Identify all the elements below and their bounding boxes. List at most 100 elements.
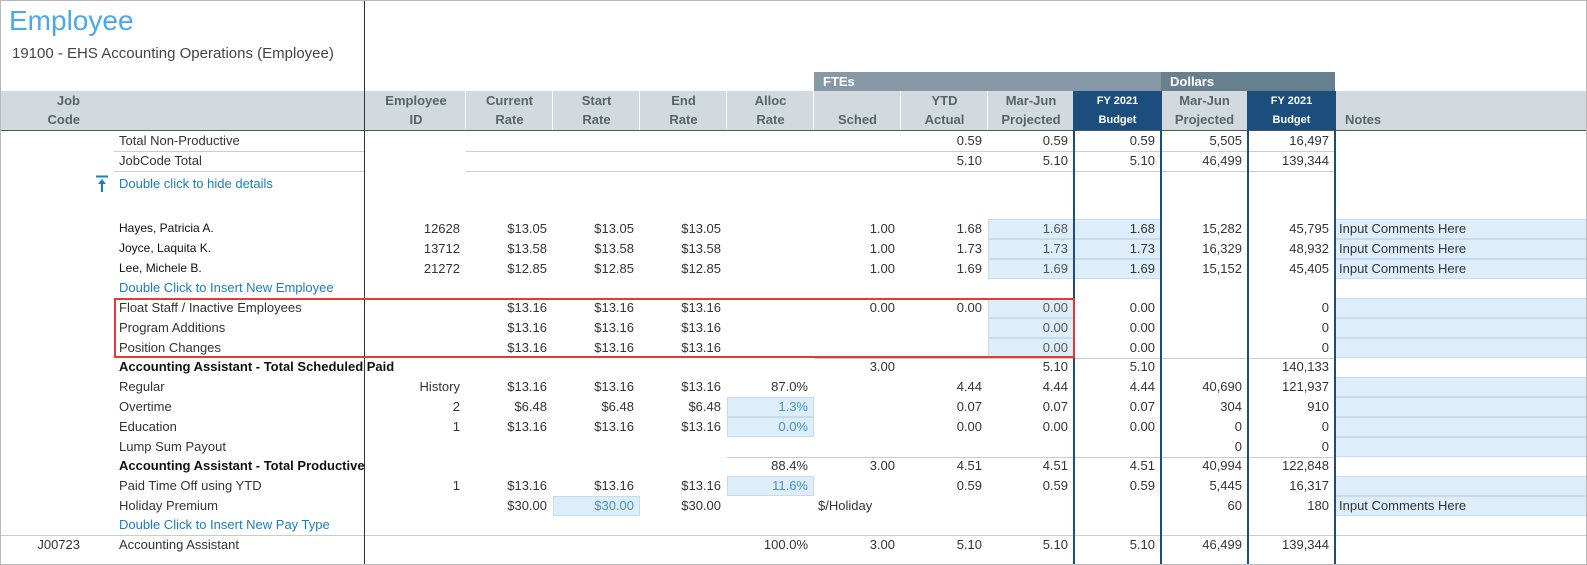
- note-cell[interactable]: Input Comments Here: [1339, 498, 1467, 513]
- data-cell: $30.00: [507, 498, 547, 513]
- data-cell: 0.00: [956, 419, 982, 434]
- data-cell: 0.59: [1042, 478, 1068, 493]
- data-cell: 4.51: [1129, 458, 1155, 473]
- note-cell[interactable]: Input Comments Here: [1339, 261, 1467, 276]
- data-cell: 0.59: [1129, 478, 1155, 493]
- data-cell: $13.16: [681, 379, 721, 394]
- data-cell: 4.44: [956, 379, 982, 394]
- input-cell[interactable]: [1335, 377, 1586, 397]
- group-band: [1161, 72, 1335, 91]
- data-cell: $13.05: [681, 221, 721, 236]
- data-cell: 45,405: [1289, 261, 1329, 276]
- data-cell: $13.16: [681, 340, 721, 355]
- page-title: Employee: [9, 5, 134, 36]
- data-cell: 0.00: [1129, 320, 1155, 335]
- data-cell: $13.16: [681, 320, 721, 335]
- input-cell[interactable]: [1335, 397, 1586, 417]
- data-cell: 1.73: [1129, 241, 1155, 256]
- data-cell: 5.10: [1042, 153, 1068, 168]
- data-cell: $13.16: [507, 320, 547, 335]
- data-cell: $13.58: [507, 241, 547, 256]
- data-cell: 5.10: [956, 153, 982, 168]
- data-cell: $/Holiday: [818, 498, 873, 513]
- data-cell: 21272: [423, 261, 460, 276]
- data-cell: 122,848: [1282, 458, 1329, 473]
- column-header: Job: [56, 93, 80, 108]
- column-header: Mar-Jun: [1005, 93, 1057, 108]
- data-cell: $13.16: [507, 478, 547, 493]
- input-cell[interactable]: [553, 496, 640, 516]
- data-cell: 139,344: [1282, 537, 1329, 552]
- data-cell: 0.00: [956, 300, 982, 315]
- input-cell[interactable]: [1335, 476, 1586, 496]
- column-header: Sched: [837, 112, 877, 127]
- data-cell: 121,937: [1282, 379, 1329, 394]
- data-cell: 1.00: [869, 241, 895, 256]
- data-cell: 4.51: [956, 458, 982, 473]
- data-cell: $13.16: [594, 320, 634, 335]
- hide-icon[interactable]: [95, 175, 109, 193]
- data-cell: 87.0%: [771, 379, 808, 394]
- data-cell: 46,499: [1202, 537, 1242, 552]
- data-cell: 1.73: [956, 241, 982, 256]
- data-cell: 3.00: [869, 537, 895, 552]
- data-cell: $30.00: [681, 498, 721, 513]
- row-label: Total Non-Productive: [119, 133, 240, 148]
- data-cell: $13.16: [681, 419, 721, 434]
- group-band: [814, 72, 1161, 91]
- data-cell: $13.16: [681, 478, 721, 493]
- header-separator: [465, 91, 466, 131]
- data-cell: 5.10: [1042, 537, 1068, 552]
- data-cell: 4.44: [1129, 379, 1155, 394]
- data-cell: $13.16: [594, 478, 634, 493]
- data-cell: 1.00: [869, 261, 895, 276]
- column-header: Rate: [756, 112, 785, 127]
- row-label: Education: [119, 419, 177, 434]
- data-cell: 100.0%: [763, 537, 808, 552]
- header-separator: [639, 91, 640, 131]
- data-cell: 40,994: [1202, 458, 1242, 473]
- column-header: Employee: [385, 93, 447, 108]
- data-cell: $13.16: [507, 419, 547, 434]
- input-cell[interactable]: [1335, 298, 1586, 318]
- action-link[interactable]: Double Click to Insert New Employee: [119, 280, 334, 295]
- data-cell: $6.48: [601, 399, 634, 414]
- row-label: Lee, Michele B.: [119, 261, 202, 275]
- row-label: Accounting Assistant - Total Scheduled P…: [119, 359, 395, 374]
- header-rule: [1, 130, 1586, 131]
- input-cell[interactable]: [727, 476, 814, 496]
- column-header: Rate: [495, 112, 524, 127]
- data-cell: 0.00: [1042, 320, 1068, 335]
- column-header: Notes: [1345, 112, 1382, 127]
- data-cell: $6.48: [688, 399, 721, 414]
- data-cell: 48,932: [1289, 241, 1329, 256]
- data-cell: 0.00: [1042, 300, 1068, 315]
- column-header: FY 2021: [1270, 95, 1313, 107]
- data-cell: 16,329: [1202, 241, 1242, 256]
- data-cell: 0.00: [1129, 419, 1155, 434]
- data-cell: 0.00: [1129, 340, 1155, 355]
- data-cell: 0.00: [1129, 300, 1155, 315]
- input-cell[interactable]: [1335, 417, 1586, 437]
- data-cell: $13.58: [594, 241, 634, 256]
- data-cell: $6.48: [514, 399, 547, 414]
- header-separator: [900, 91, 901, 131]
- row-label: Regular: [119, 379, 165, 394]
- input-cell[interactable]: [1335, 338, 1586, 358]
- header-separator: [987, 91, 988, 131]
- row-label: Holiday Premium: [119, 498, 218, 513]
- input-cell[interactable]: [1335, 437, 1586, 457]
- data-cell: $12.85: [594, 261, 634, 276]
- action-link[interactable]: Double Click to Insert New Pay Type: [119, 517, 330, 532]
- note-cell[interactable]: Input Comments Here: [1339, 241, 1467, 256]
- data-cell: 0: [1321, 439, 1329, 454]
- action-link[interactable]: Double click to hide details: [119, 176, 273, 191]
- note-cell[interactable]: Input Comments Here: [1339, 221, 1467, 236]
- data-cell: 0.07: [956, 399, 982, 414]
- input-cell[interactable]: [727, 397, 814, 417]
- input-cell[interactable]: [1335, 318, 1586, 338]
- data-cell: 0.59: [1042, 133, 1068, 148]
- row-label: Lump Sum Payout: [119, 439, 226, 454]
- input-cell[interactable]: [727, 417, 814, 437]
